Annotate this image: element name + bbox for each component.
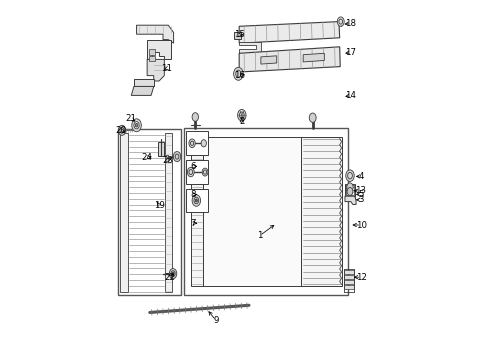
Circle shape [337,17,344,26]
Text: 18: 18 [345,19,356,28]
Bar [184,128,348,295]
Circle shape [132,119,141,132]
Bar [191,137,203,286]
Circle shape [172,272,174,275]
Polygon shape [345,196,356,204]
Bar [346,185,354,195]
Polygon shape [147,40,171,59]
Circle shape [134,122,139,129]
Bar [344,275,354,279]
Circle shape [192,113,198,121]
Bar [203,137,301,286]
Bar [118,129,181,295]
Bar [165,155,168,161]
Text: 10: 10 [356,220,367,230]
Circle shape [309,113,316,122]
Bar [165,133,172,292]
Text: 23: 23 [162,156,173,165]
Text: 11: 11 [162,64,172,73]
Circle shape [173,152,181,162]
Text: 5: 5 [359,190,364,199]
Circle shape [347,183,353,192]
Bar [158,142,164,156]
Polygon shape [137,25,173,43]
Text: 7: 7 [191,219,196,228]
Text: 16: 16 [234,71,245,80]
Text: 21: 21 [126,114,137,123]
Text: 14: 14 [345,91,356,100]
Bar [234,32,241,39]
Circle shape [202,168,208,176]
Circle shape [346,170,354,181]
Bar [301,137,342,286]
Bar [344,285,354,289]
Polygon shape [147,59,164,81]
Bar [149,49,154,55]
Text: 20: 20 [116,126,127,135]
Circle shape [187,167,194,177]
Circle shape [118,125,126,135]
Text: 24: 24 [141,153,152,162]
Text: 12: 12 [356,273,367,282]
Bar [186,189,208,212]
Bar [186,131,208,155]
Polygon shape [134,79,154,86]
Polygon shape [131,86,154,95]
Bar [120,133,128,292]
Text: 8: 8 [191,190,196,199]
Circle shape [192,195,200,206]
Circle shape [238,109,246,121]
Circle shape [234,67,243,80]
Text: 3: 3 [359,195,364,204]
Bar [344,270,354,274]
Bar [345,184,355,197]
Circle shape [201,140,206,147]
Bar [149,56,154,61]
Text: 1: 1 [257,231,262,240]
Text: 4: 4 [359,172,364,181]
Text: 6: 6 [191,162,196,171]
Text: 2: 2 [239,117,245,126]
Bar [186,160,208,184]
Circle shape [196,199,197,202]
Text: 19: 19 [153,201,165,210]
Circle shape [347,188,353,195]
Polygon shape [239,42,261,53]
Text: 22: 22 [164,274,175,282]
Circle shape [189,139,196,148]
Circle shape [170,269,177,279]
Circle shape [135,123,138,127]
Text: 15: 15 [234,31,245,40]
Text: 13: 13 [355,186,366,195]
Text: 17: 17 [345,48,356,57]
Polygon shape [261,56,277,64]
Polygon shape [303,53,324,62]
Polygon shape [239,47,340,72]
Polygon shape [239,22,340,43]
Text: 9: 9 [213,316,219,325]
Bar [344,280,354,284]
